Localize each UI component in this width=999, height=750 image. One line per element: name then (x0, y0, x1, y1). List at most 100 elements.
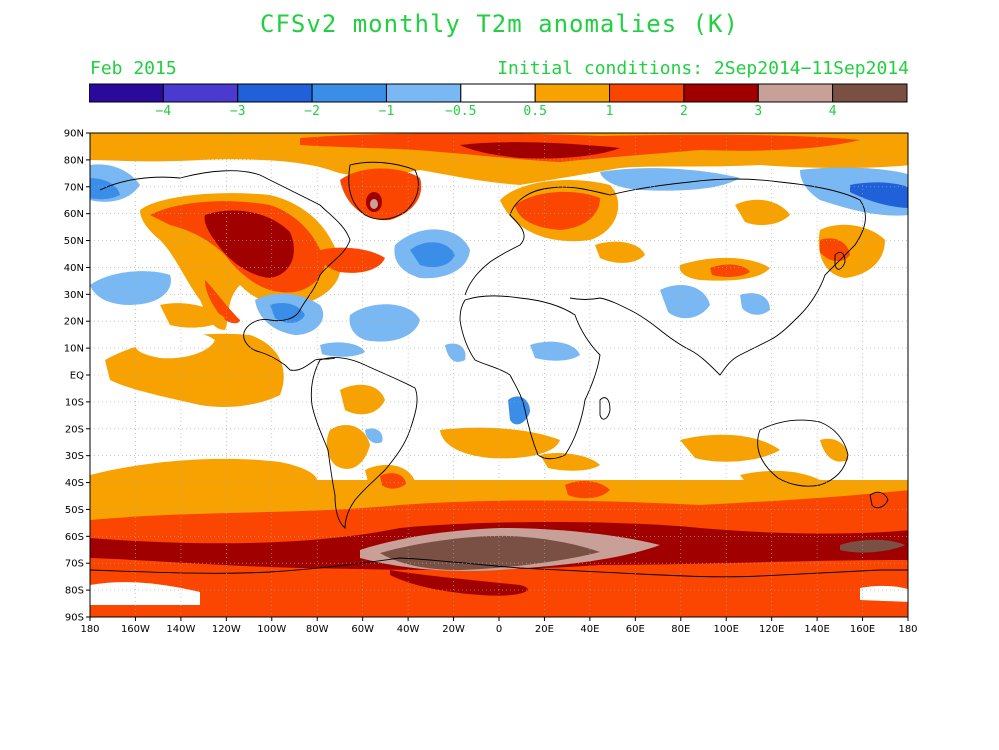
lat-tick-label: 70S (65, 559, 84, 570)
colorbar-label: −2 (304, 104, 320, 119)
chart-title: CFSv2 monthly T2m anomalies (K) (260, 10, 739, 38)
coastline-north-america (99, 170, 351, 371)
anomaly-region (326, 425, 370, 469)
anomaly-region (820, 438, 849, 462)
anomaly-region (90, 458, 318, 499)
lon-tick-label: 20E (535, 624, 554, 635)
lon-tick-label: 80E (671, 624, 690, 635)
colorbar-label: −0.5 (445, 104, 477, 119)
anomaly-region (365, 428, 383, 444)
lon-tick-label: 180 (898, 624, 917, 635)
coastline-africa (459, 295, 601, 460)
initial-conditions: Initial conditions: 2Sep2014−11Sep2014 (497, 58, 909, 79)
coastline-new-zealand (869, 491, 889, 509)
colorbar-label: 4 (828, 104, 837, 119)
coastline-japan (834, 251, 846, 270)
anomaly-region (90, 178, 120, 200)
lon-tick-label: 60E (626, 624, 645, 635)
colorbar-label: 3 (754, 104, 763, 119)
anomaly-region (410, 242, 455, 268)
lat-tick-label: 80S (65, 586, 84, 597)
colorbar-label: −4 (155, 104, 172, 119)
anomaly-region (270, 303, 305, 323)
anomaly-region (840, 539, 905, 553)
anomaly-region (460, 142, 620, 159)
anomaly-region (508, 396, 530, 425)
lat-tick-label: 90S (65, 613, 84, 624)
lat-tick-label: 20S (65, 424, 84, 435)
lon-tick-label: 80W (306, 624, 329, 635)
lat-tick-label: 50N (64, 236, 84, 247)
lon-tick-label: 180 (80, 624, 99, 635)
coastline-madagascar (599, 397, 611, 420)
lat-tick-label: EQ (70, 371, 84, 382)
colorbar (89, 83, 908, 103)
anomaly-region (710, 264, 750, 277)
colorbar-label: −3 (229, 104, 246, 119)
lon-tick-label: 0 (496, 624, 502, 635)
anomaly-region (820, 238, 850, 262)
coastlines (90, 161, 908, 578)
anomaly-region (445, 343, 466, 362)
anomaly-region (380, 473, 406, 489)
anomaly-region (540, 453, 600, 471)
anomaly-region (90, 271, 171, 305)
coastline-south-america (310, 357, 418, 529)
lon-tick-label: 120W (212, 624, 241, 635)
anomaly-region (440, 427, 560, 459)
anomaly-region (370, 199, 378, 209)
lon-tick-label: 100E (714, 624, 739, 635)
anomaly-region (565, 480, 610, 499)
lat-tick-label: 30N (64, 290, 84, 301)
anomaly-region (90, 600, 908, 617)
anomaly-region (850, 182, 908, 208)
colorbar-label: 2 (679, 104, 688, 119)
anomaly-region (740, 293, 770, 315)
coastline-eurasia (464, 178, 866, 376)
lat-tick-label: 20N (64, 317, 84, 328)
latitude-axis: 90N 80N 70N 60N 50N 40N 30N 20N 10N EQ 10S 20S 30S 40… (64, 129, 90, 624)
anomaly-region (735, 199, 790, 226)
colorbar-swatch (832, 83, 908, 103)
anomaly-region (160, 303, 225, 328)
lon-tick-label: 40W (397, 624, 420, 635)
anomaly-region (595, 241, 645, 263)
valid-month: Feb 2015 (90, 58, 177, 79)
lon-tick-label: 40E (580, 624, 599, 635)
lon-tick-label: 160W (121, 624, 150, 635)
coastline-greenland (348, 161, 419, 220)
anomaly-region (205, 280, 240, 324)
lat-tick-label: 10N (64, 344, 84, 355)
lat-tick-label: 60S (65, 532, 84, 543)
lon-tick-label: 160E (850, 624, 875, 635)
anomaly-region (135, 332, 215, 359)
longitude-axis: 180 160W 140W 120W 100W 80W 60W 40W 20W 0 20E 40E 60… (80, 617, 918, 635)
grid-lines (90, 133, 908, 617)
anomaly-region (860, 585, 908, 602)
lon-tick-label: 100W (257, 624, 286, 635)
anomaly-region (600, 168, 740, 191)
anomaly-region (340, 168, 422, 221)
anomaly-fields (90, 133, 908, 617)
anomaly-region (319, 247, 385, 273)
lat-tick-label: 10S (65, 397, 84, 408)
lat-tick-label: 30S (65, 451, 84, 462)
lon-tick-label: 140W (166, 624, 195, 635)
anomaly-region (380, 535, 600, 570)
colorbar-label: −1 (378, 104, 395, 119)
anomaly-region (320, 342, 365, 357)
colorbar-labels: −4 −3 −2 −1 −0.5 0.5 1 2 3 4 (0, 104, 999, 124)
anomaly-region (660, 285, 710, 319)
lon-tick-label: 120E (759, 624, 784, 635)
anomaly-region (349, 304, 420, 342)
colorbar-label: 0.5 (523, 104, 547, 119)
lon-tick-label: 140E (804, 624, 829, 635)
lat-tick-label: 80N (64, 155, 84, 166)
lat-tick-label: 40N (64, 263, 84, 274)
coastline-antarctica (90, 557, 908, 578)
anomaly-region (390, 570, 528, 596)
lat-tick-label: 70N (64, 182, 84, 193)
lat-tick-label: 50S (65, 505, 84, 516)
colorbar-label: 1 (605, 104, 614, 119)
